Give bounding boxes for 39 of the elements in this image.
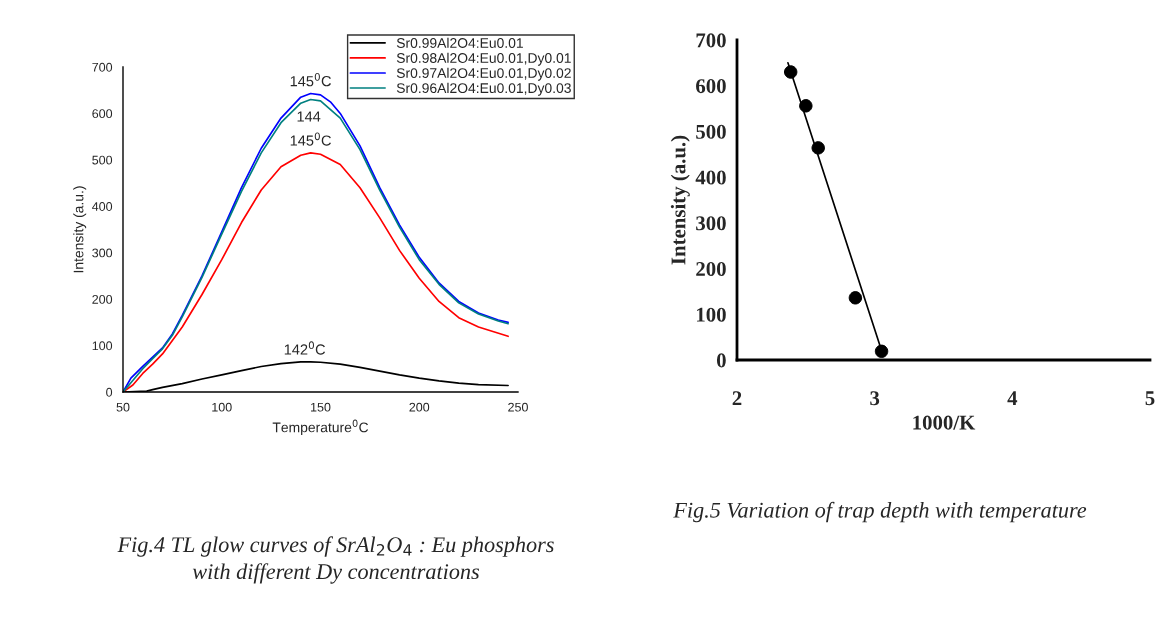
x-tick-label: 250 (508, 402, 528, 412)
caption: Fig.4 TL glow curves of SrAl$_{2}$O$_{4}$ : Eu phosphors with different Dy concentrations (117, 536, 554, 584)
y-tick-label: 500 (92, 155, 113, 165)
y-tick-label: 0 (106, 387, 113, 397)
annotation: 145$^{0}$C (290, 73, 331, 87)
x-tick-label: 2 (732, 391, 742, 406)
y-tick-label: 300 (92, 248, 113, 258)
y-tick-label: 200 (696, 261, 726, 276)
x-tick-label: 5 (1145, 391, 1155, 406)
y-tick-label: 400 (695, 170, 726, 185)
y-axis-title: Intensity (a.u.) (670, 135, 690, 265)
legend-label: Sr0.98Al2O4:Eu0.01,Dy0.01 (396, 52, 571, 66)
x-tick-label: 3 (870, 391, 880, 406)
y-tick-label: 600 (696, 79, 726, 94)
x-tick-label: 4 (1007, 391, 1018, 406)
x-axis-title: 1000/K (913, 415, 976, 430)
y-axis-title: Intensity (a.u.) (73, 186, 87, 273)
y-tick-label: 700 (696, 33, 726, 48)
y-tick-label: 200 (92, 294, 113, 304)
y-tick-label: 0 (716, 353, 726, 368)
x-axis-title: Temperature$^{0}$C (272, 419, 369, 436)
y-tick-label: 300 (696, 216, 726, 231)
y-tick-label: 400 (92, 202, 113, 211)
y-tick-label: 100 (92, 341, 113, 351)
annotation: 142$^{0}$C (284, 341, 326, 355)
x-tick-label: 200 (409, 402, 430, 412)
legend-label: Sr0.99Al2O4:Eu0.01 (396, 37, 523, 48)
y-tick-label: 100 (697, 307, 726, 322)
x-tick-label: 150 (311, 402, 331, 412)
legend-label: Sr0.96Al2O4:Eu0.01,Dy0.03 (396, 82, 571, 96)
y-tick-label: 600 (92, 109, 113, 119)
y-tick-label: 700 (92, 62, 113, 72)
annotation: 145$^{0}$C (290, 132, 331, 146)
x-tick-label: 100 (212, 402, 232, 412)
y-tick-label: 500 (696, 124, 726, 139)
annotation: 144 (297, 111, 321, 122)
caption: Fig.5 Variation of trap depth with temperature (673, 501, 1087, 523)
legend-label: Sr0.97Al2O4:Eu0.01,Dy0.02 (396, 67, 571, 81)
x-tick-label: 50 (116, 402, 130, 412)
